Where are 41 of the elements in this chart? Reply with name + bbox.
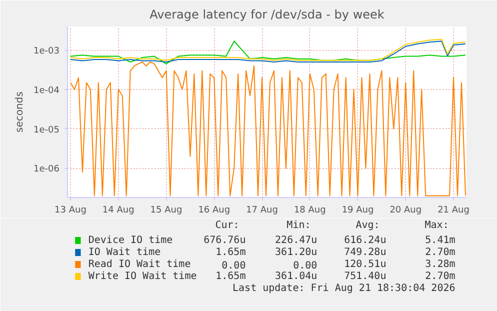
y-tick-label: 1e-03	[34, 46, 60, 57]
x-tick-label: 15 Aug	[150, 206, 182, 216]
text: 0.00	[222, 260, 246, 272]
text: Min:	[286, 220, 311, 231]
x-tick-label: 21 Aug	[438, 206, 470, 216]
y-tick-label: 1e-05	[34, 125, 60, 136]
x-tick-label: 17 Aug	[246, 206, 278, 216]
x-tick-label: 16 Aug	[198, 206, 230, 216]
text: 1.65m	[216, 271, 246, 282]
legend-label: Device IO time	[88, 235, 173, 246]
x-tick-label: 19 Aug	[342, 206, 374, 216]
x-tick-label: 20 Aug	[390, 206, 422, 216]
text: 749.28u	[344, 247, 386, 258]
x-tick-label: 13 Aug	[54, 206, 86, 216]
text: 2.70m	[425, 247, 456, 258]
text: 120.51u	[344, 259, 386, 270]
text: 0.00	[293, 260, 318, 272]
text: 2.70m	[425, 271, 456, 282]
text: Last update: Fri Aug 21 18:30:04 2026	[232, 283, 456, 294]
text: Avg:	[356, 220, 380, 231]
text: 676.76u	[204, 235, 246, 246]
text: 1.65m	[216, 247, 246, 258]
line-series	[70, 62, 466, 196]
text: 361.20u	[275, 247, 318, 258]
y-tick-label: 1e-06	[34, 164, 60, 175]
text: 5.41m	[425, 235, 456, 246]
text: Max:	[424, 220, 449, 231]
legend-label: IO Wait time	[88, 247, 161, 258]
y-axis-title: seconds	[14, 92, 26, 132]
legend-label: Write IO Wait time	[88, 271, 197, 282]
legend-label: Read IO Wait time	[88, 259, 191, 270]
text: 616.24u	[344, 235, 386, 246]
x-tick-label: 14 Aug	[102, 206, 134, 216]
x-tick-label: 18 Aug	[294, 206, 326, 216]
text: 226.47u	[275, 235, 318, 246]
text: 3.28m	[425, 259, 456, 270]
text: 361.04u	[275, 271, 318, 282]
text: Cur:	[215, 220, 240, 231]
text: 751.40u	[344, 271, 386, 282]
chart-title: Average latency for /dev/sda - by week	[150, 8, 384, 22]
y-tick-label: 1e-04	[34, 86, 60, 96]
